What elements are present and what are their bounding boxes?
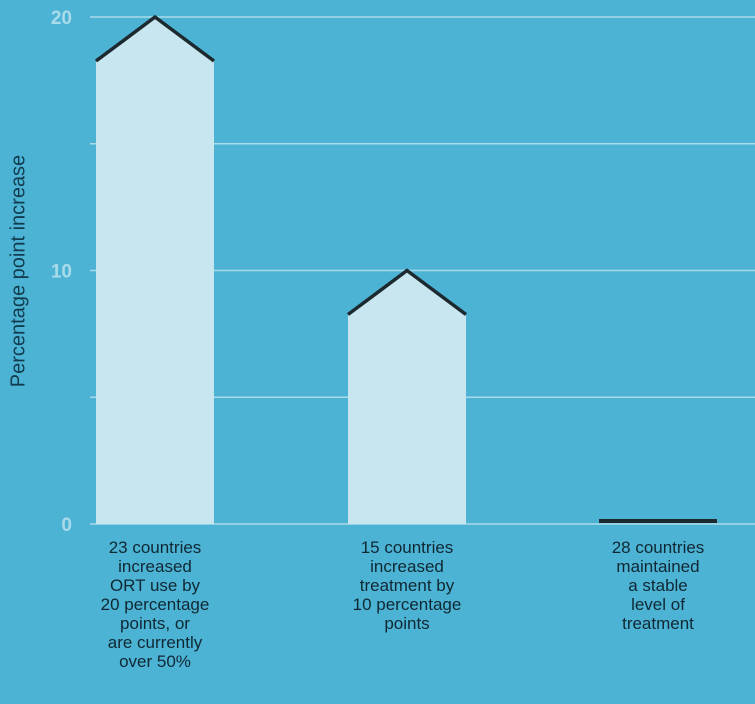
x-category-label: 15 countries increased treatment by 10 p…	[352, 538, 462, 633]
bar-peak-outline	[346, 268, 468, 316]
bar	[96, 17, 214, 524]
bar	[348, 270, 466, 524]
y-tick-label: 20	[51, 8, 72, 29]
bar	[599, 519, 717, 523]
y-axis-label: Percentage point increase	[7, 154, 30, 388]
y-tick-label: 10	[51, 262, 72, 283]
bar-peak-outline	[94, 14, 216, 63]
x-category-label: 23 countries increased ORT use by 20 per…	[100, 538, 210, 671]
x-category-label: 28 countries maintained a stable level o…	[611, 538, 705, 633]
y-tick-label: 0	[61, 515, 72, 536]
